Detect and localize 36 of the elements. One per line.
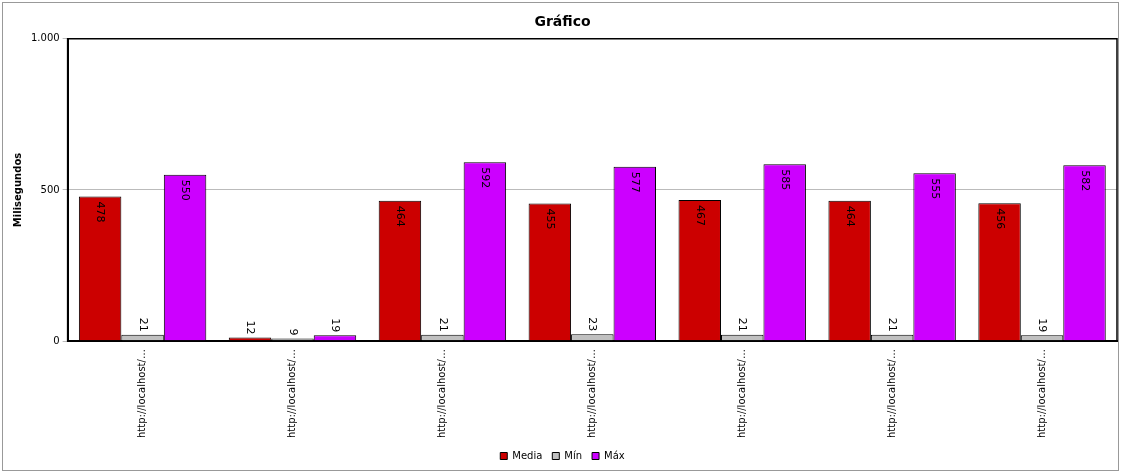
data-label: 467: [693, 204, 707, 226]
data-label: 478: [94, 201, 108, 223]
y-tick-label: 1.000: [30, 32, 60, 44]
chart-title: Gráfico: [534, 13, 591, 30]
legend-label: Mín: [564, 449, 583, 461]
data-label: 585: [778, 169, 792, 191]
data-label: 582: [1078, 170, 1092, 192]
y-tick-label: 500: [40, 183, 60, 195]
legend-label: Máx: [604, 449, 625, 461]
data-label: 19: [1036, 318, 1050, 333]
y-tick-label: 0: [53, 334, 60, 346]
x-tick-label: http://localhost/…: [136, 349, 148, 439]
data-label: 455: [543, 208, 557, 230]
x-tick-label: http://localhost/…: [585, 349, 597, 439]
data-label: 19: [329, 318, 343, 333]
data-label: 9: [286, 328, 300, 336]
data-label: 464: [394, 205, 408, 227]
data-label: 21: [736, 317, 750, 332]
data-label: 21: [886, 317, 900, 332]
x-tick-label: http://localhost/…: [885, 349, 897, 439]
data-label: 12: [244, 320, 258, 335]
y-axis-title: Milisegundos: [11, 152, 23, 228]
x-tick-label: http://localhost/…: [286, 349, 298, 439]
x-tick-label: http://localhost/…: [436, 349, 447, 439]
data-label: 21: [136, 317, 150, 332]
data-label: 23: [586, 317, 600, 332]
data-label: 592: [479, 167, 493, 189]
x-tick-label: http://localhost/…: [1035, 349, 1047, 439]
data-label: 550: [179, 179, 193, 201]
legend-label: Media: [512, 449, 543, 461]
data-label: 555: [928, 178, 942, 200]
data-label: 464: [843, 205, 857, 227]
x-tick-label: http://localhost/…: [735, 349, 747, 439]
data-label: 21: [436, 317, 450, 332]
data-label: 577: [628, 171, 642, 193]
data-label: 456: [993, 208, 1007, 230]
